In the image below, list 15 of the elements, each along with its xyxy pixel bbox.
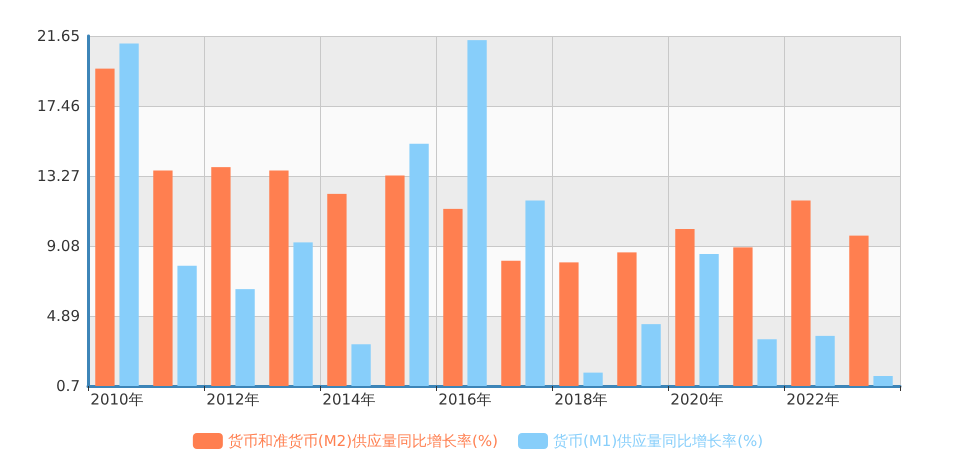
x-tick-label: 2020年 [670,390,724,408]
y-tick-label: 21.65 [37,27,80,45]
y-tick-label: 13.27 [37,167,80,185]
y-tick-label: 9.08 [46,237,80,255]
x-tick-label: 2022年 [786,390,840,408]
x-tick-label: 2012年 [206,390,260,408]
x-tick-label: 2016年 [438,390,492,408]
y-tick-label: 17.46 [37,97,80,115]
x-tick-label: 2010年 [90,390,144,408]
legend-label: 货币(M1)供应量同比增长率(%) [553,432,764,450]
y-tick-label: 0.7 [56,377,80,395]
legend-label: 货币和准货币(M2)供应量同比增长率(%) [228,432,498,450]
y-tick-label: 4.89 [46,307,80,325]
x-tick-label: 2018年 [554,390,608,408]
x-tick-label: 2014年 [322,390,376,408]
